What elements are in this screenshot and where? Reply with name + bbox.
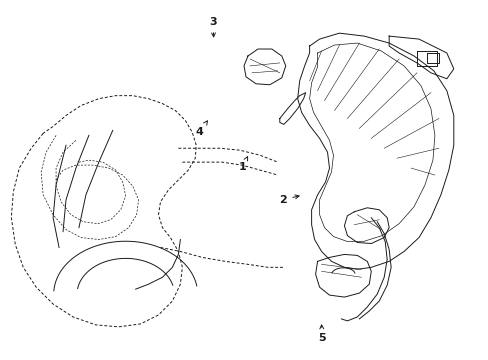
Text: 4: 4 [195,121,207,137]
Text: 2: 2 [279,195,299,204]
Text: 3: 3 [209,17,216,37]
Text: 5: 5 [318,325,325,343]
Text: 1: 1 [238,157,247,172]
